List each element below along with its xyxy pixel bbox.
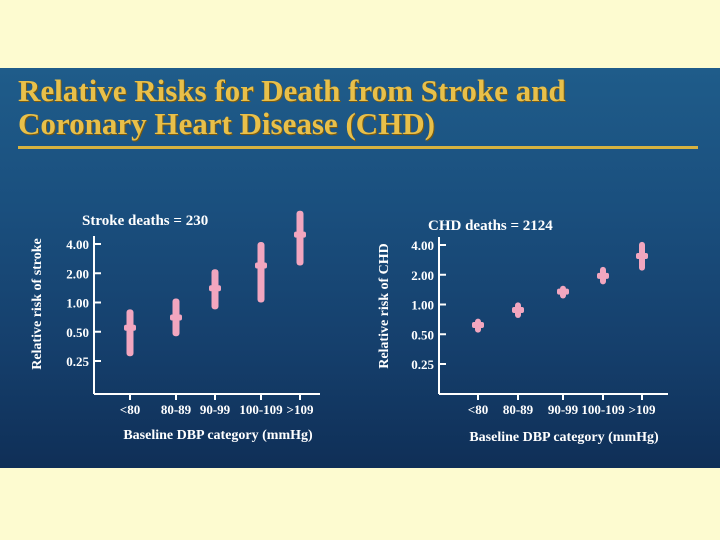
stroke-point-marker (209, 285, 221, 292)
stroke-x-tick-label: >109 (287, 402, 314, 417)
stroke-y-tick-label: 4.00 (66, 237, 89, 252)
chd-point-marker (472, 322, 484, 329)
stroke-y-tick-label: 0.25 (66, 354, 89, 369)
chd-y-tick-label: 0.25 (411, 357, 434, 372)
chd-y-tick-label: 1.00 (411, 298, 434, 313)
stroke-y-tick-label: 0.50 (66, 325, 89, 340)
stroke-point-marker (255, 262, 267, 269)
chd-y-tick-label: 4.00 (411, 238, 434, 253)
stroke-y-tick-label: 1.00 (66, 296, 89, 311)
slide-background: Relative Risks for Death from Stroke and… (0, 68, 720, 468)
chd-x-tick-label: 80-89 (503, 402, 534, 417)
chd-point-marker (512, 306, 524, 313)
title-underline (18, 146, 698, 149)
stroke-point-marker (294, 231, 306, 238)
charts-canvas: Stroke deaths = 230 Relative risk of str… (30, 210, 668, 445)
chd-point-marker (597, 272, 609, 279)
stroke-ci-bar (296, 210, 304, 266)
stroke-x-tick-label: <80 (120, 402, 140, 417)
stroke-x-axis-label: Baseline DBP category (mmHg) (123, 428, 313, 443)
chd-plot-area: 4.00 2.00 1.00 0.50 0.25 <80 80-89 90-99 100-109… (411, 237, 668, 417)
stroke-chart: Stroke deaths = 230 Relative risk of str… (30, 210, 320, 443)
chd-point-marker (557, 288, 569, 295)
chd-y-tick-label: 0.50 (411, 327, 434, 342)
stroke-x-tick-label: 90-99 (200, 402, 231, 417)
chd-chart: CHD deaths = 2124 Relative risk of CHD B… (377, 218, 668, 445)
stroke-point-marker (124, 324, 136, 331)
stroke-plot-area: 4.00 2.00 1.00 0.50 0.25 <80 80-89 90-99 100-109… (66, 210, 320, 417)
stroke-chart-title: Stroke deaths = 230 (82, 213, 208, 229)
chd-y-tick-label: 2.00 (411, 268, 434, 283)
stroke-y-tick-label: 2.00 (66, 266, 89, 281)
stroke-ci-bar (126, 309, 134, 357)
chd-x-tick-label: 100-109 (581, 402, 625, 417)
chd-chart-title: CHD deaths = 2124 (428, 218, 553, 234)
chd-x-tick-label: 90-99 (548, 402, 579, 417)
chd-point-marker (636, 252, 648, 259)
stroke-x-tick-label: 100-109 (239, 402, 283, 417)
chd-x-tick-label: >109 (629, 402, 656, 417)
stroke-y-axis-label: Relative risk of stroke (30, 238, 45, 370)
stroke-point-marker (170, 314, 182, 321)
slide-title: Relative Risks for Death from Stroke and… (18, 73, 566, 141)
chd-x-tick-label: <80 (468, 402, 488, 417)
stroke-ci-bar (257, 241, 265, 303)
chd-y-axis-label: Relative risk of CHD (377, 243, 392, 369)
stroke-x-tick-label: 80-89 (161, 402, 192, 417)
chd-x-axis-label: Baseline DBP category (mmHg) (469, 430, 659, 445)
